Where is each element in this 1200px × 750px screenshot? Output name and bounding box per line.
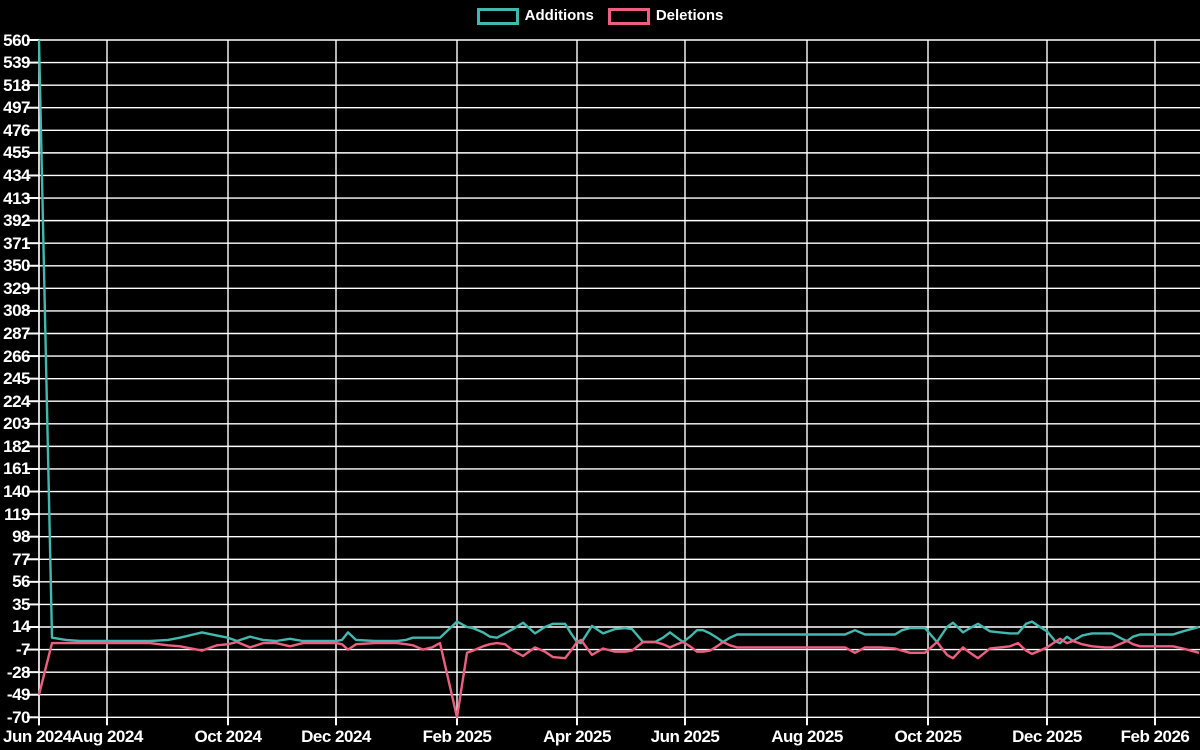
chart-legend: Additions Deletions — [0, 7, 1200, 25]
y-tick-label: 560 — [3, 30, 30, 50]
x-tick-label: Feb 2026 — [1120, 727, 1190, 746]
x-tick-label: Jun 2024 — [3, 727, 72, 746]
y-tick-label: 308 — [3, 301, 30, 321]
x-tick-label: Jun 2025 — [650, 727, 720, 746]
y-tick-label: 539 — [3, 53, 30, 73]
y-tick-label: 392 — [3, 211, 30, 231]
y-tick-label: 413 — [3, 188, 30, 208]
legend-item-deletions[interactable]: Deletions — [607, 7, 724, 25]
y-tick-label: 119 — [4, 504, 30, 524]
series-line-additions — [37, 39, 1200, 645]
y-tick-label: -70 — [6, 707, 31, 727]
y-tick-label: 161 — [3, 459, 30, 479]
y-tick-label: 266 — [3, 346, 30, 366]
y-tick-label: 35 — [12, 594, 30, 614]
legend-label-deletions: Deletions — [655, 7, 724, 24]
y-tick-label: 140 — [3, 482, 30, 502]
legend-item-additions[interactable]: Additions — [476, 7, 594, 25]
y-tick-label: 203 — [3, 414, 30, 434]
x-tick-label: Oct 2024 — [194, 727, 262, 746]
y-tick-label: 182 — [3, 436, 30, 456]
x-tick-label: Dec 2025 — [1012, 727, 1082, 746]
y-tick-label: 350 — [3, 256, 30, 276]
series-line-deletions — [37, 637, 1200, 719]
x-tick-label: Oct 2025 — [894, 727, 962, 746]
y-tick-label: -49 — [6, 685, 31, 705]
y-tick-label: 434 — [3, 165, 30, 185]
x-tick-label: Feb 2025 — [422, 727, 492, 746]
legend-label-additions: Additions — [524, 7, 594, 24]
y-tick-label: 476 — [3, 120, 30, 140]
y-tick-label: 77 — [12, 549, 30, 569]
x-tick-label: Aug 2025 — [771, 727, 843, 746]
x-tick-label: Aug 2024 — [71, 727, 143, 746]
y-tick-label: -28 — [6, 662, 31, 682]
y-tick-label: 497 — [3, 98, 30, 118]
deletions-swatch-icon — [607, 7, 650, 25]
y-tick-label: 14 — [12, 617, 30, 637]
y-tick-label: 455 — [3, 143, 30, 163]
y-tick-label: 287 — [3, 323, 30, 343]
y-tick-label: 329 — [3, 278, 30, 298]
y-tick-label: 224 — [3, 391, 30, 411]
y-tick-label: 518 — [3, 75, 30, 95]
y-tick-label: 245 — [3, 369, 30, 389]
y-tick-label: -7 — [15, 640, 31, 660]
x-tick-label: Dec 2024 — [301, 727, 371, 746]
x-tick-label: Apr 2025 — [543, 727, 611, 746]
y-tick-label: 56 — [12, 572, 30, 592]
additions-swatch-icon — [476, 7, 519, 25]
y-tick-label: 98 — [12, 527, 30, 547]
y-tick-label: 371 — [3, 233, 30, 253]
